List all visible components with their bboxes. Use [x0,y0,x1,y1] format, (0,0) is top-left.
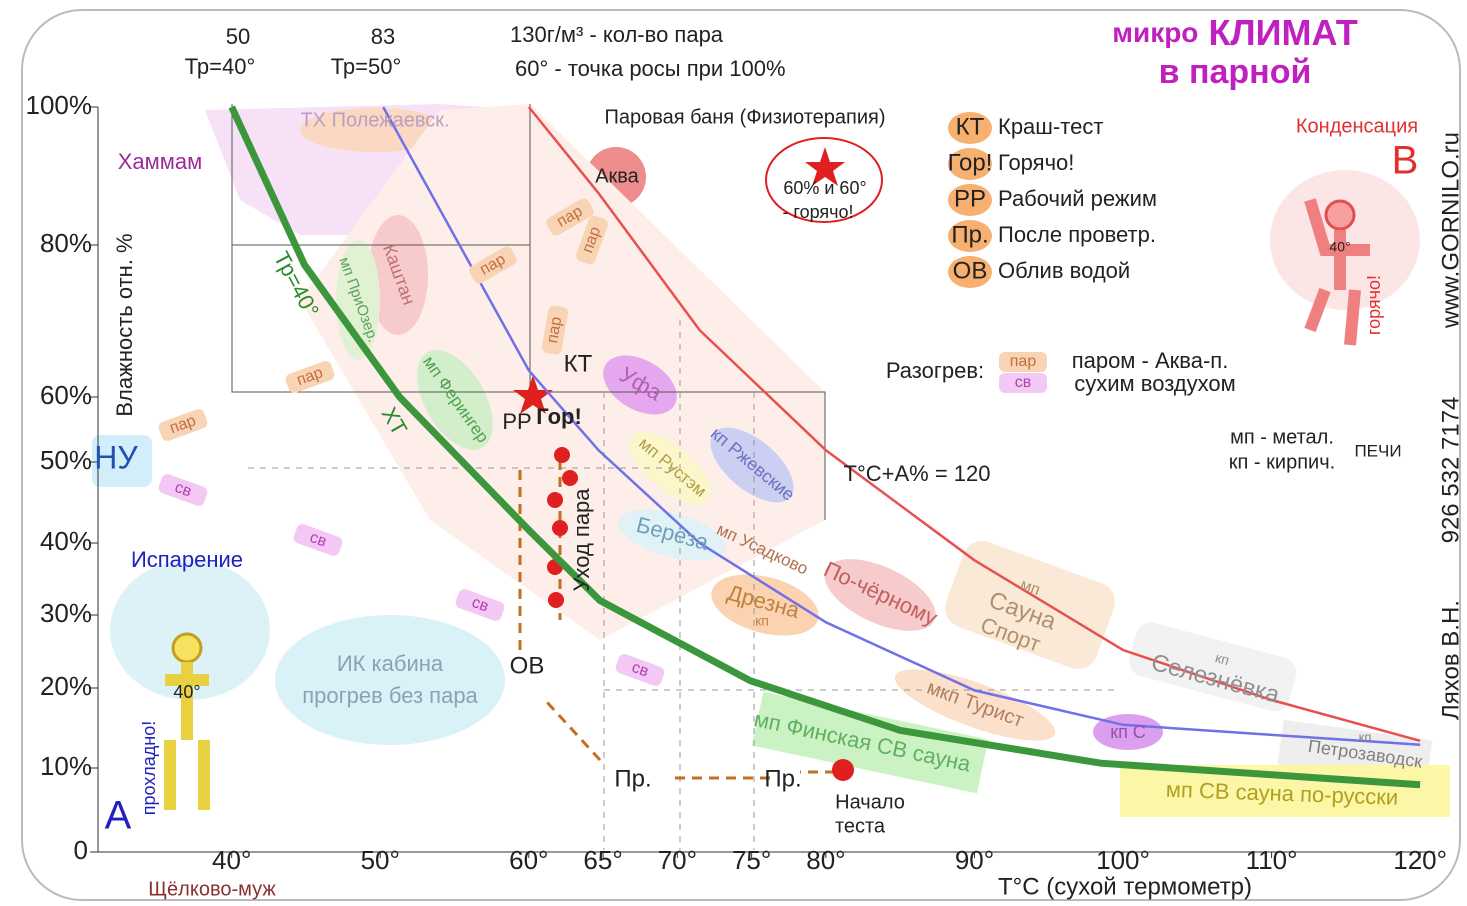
y-tick-label: 30% [40,598,92,628]
y-tick-label: 0 [74,835,88,865]
note: КТ [564,350,593,377]
chart: микро КЛИМАТ в парной Влажность отн. % T… [0,0,1467,906]
note: прохладно! [139,721,159,816]
x-axis-label: T°C (сухой термометр) [998,873,1252,900]
note: В [1392,139,1419,183]
legend-abbr: Пр. [951,221,988,248]
note: ТХ Полежаевск. [300,109,449,131]
note: T°C+A% = 120 [844,461,991,486]
legend-text: Рабочий режим [998,186,1157,211]
note: Уход пара [569,488,594,592]
note: теста [835,815,886,837]
note: прогрев без пара [302,683,478,708]
y-axis-label: Влажность отн. % [112,233,137,416]
legend-abbr: Гор! [948,149,993,176]
note: ПЕЧИ [1354,441,1401,460]
y-tick-label: 80% [40,228,92,258]
y-tick-label: 100% [26,90,93,120]
legend-text: Горячо! [998,150,1074,175]
x-tick-label: 120° [1393,845,1447,875]
note: мп - метал. [1230,426,1334,448]
note: Паровая баня (Физиотерапия) [604,106,885,128]
y-tick-label: 10% [40,751,92,781]
x-tick-label: 90° [955,845,994,875]
x-tick-label: 75° [732,845,771,875]
note: Испарение [131,547,243,572]
series-label: Тр=50° [331,54,402,79]
x-tick-label: 80° [806,845,845,875]
x-tick-label: 50° [361,845,400,875]
note: Хаммам [118,149,203,174]
note: Аква [595,165,639,187]
note: А [105,794,132,838]
y-tick-label: 60% [40,380,92,410]
x-tick-label: 110° [1246,845,1298,875]
legend-abbr: ОВ [953,257,988,284]
y-tick-label: 40% [40,526,92,556]
x-tick-label: 40° [212,845,251,875]
note: паром - Аква-п. [1072,348,1229,373]
note: ОВ [510,652,545,679]
legend-text: Краш-тест [998,114,1103,139]
note: 40° [1329,239,1350,255]
series-label: Тр=40° [185,54,256,79]
note: Разогрев: [886,358,984,383]
note: 60% и 60° [783,178,866,198]
top-label: 60° - точка росы при 100% [515,56,786,81]
title-big: КЛИМАТ [1208,12,1357,53]
top-label: 83 [371,24,395,49]
x-tick-label: 60° [509,845,548,875]
note: Конденсация [1296,115,1418,137]
note: пар [1010,353,1037,370]
note: www.GORNILO.ru [1437,132,1464,329]
note: св [1015,374,1032,391]
note: Гор! [536,404,582,429]
note: Щёлково-муж [148,878,276,900]
note: НУ [94,439,138,475]
x-tick-label: 100° [1096,845,1150,875]
legend-abbr: РР [954,185,986,212]
legend-abbr: КТ [956,113,985,140]
note: - горячо! [782,202,853,222]
y-tick-label: 20% [40,671,92,701]
legend-text: Облив водой [998,258,1130,283]
note: 40° [173,682,200,702]
note: РР [502,409,531,434]
page: микро КЛИМАТ в парной Влажность отн. % T… [0,0,1467,906]
title-small: микро [1112,17,1198,48]
note: ИК кабина [337,651,444,676]
note: Ляхов В.Н. [1437,600,1464,720]
note: кп [755,613,769,629]
note: Пр. [764,765,801,792]
legend-text: После проветр. [998,222,1156,247]
note: Пр. [614,765,651,792]
title-line: в парной [1159,53,1312,91]
title: микро КЛИМАТ [1112,12,1357,53]
note: сухим воздухом [1074,371,1236,396]
note: кп - кирпич. [1229,451,1335,473]
x-tick-label: 70° [658,845,697,875]
note: кп С [1110,722,1146,742]
note: горячо! [1364,275,1384,335]
y-tick-label: 50% [40,445,92,475]
x-tick-label: 65° [583,845,622,875]
note: Начало [835,791,905,813]
top-label: 50 [226,24,250,49]
note: 926 532 7174 [1437,397,1464,544]
top-label: 130г/м³ - кол-во пара [510,22,724,47]
